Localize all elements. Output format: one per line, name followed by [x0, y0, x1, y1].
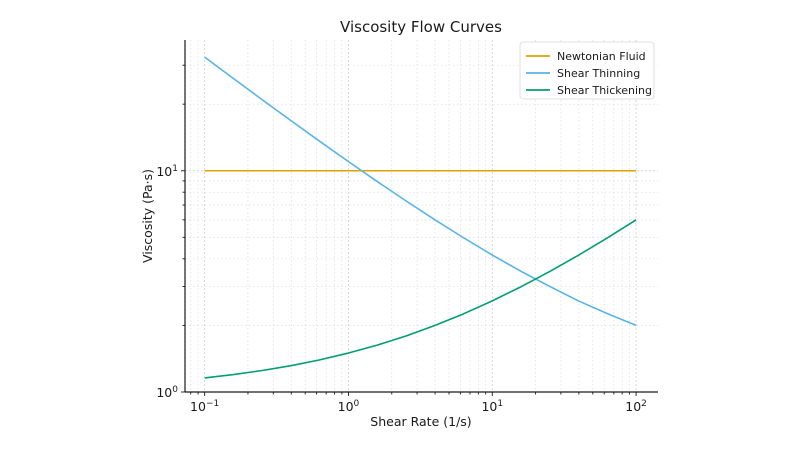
y-tick-label: 101 [156, 164, 178, 179]
chart-title: Viscosity Flow Curves [340, 18, 502, 36]
y-tick-label: 100 [156, 385, 178, 400]
legend: Newtonian Fluid Shear Thinning Shear Thick… [519, 41, 655, 100]
x-tick-label: 101 [481, 399, 503, 414]
ticks: 10−1 100 101 102 100 101 [156, 64, 647, 414]
legend-label: Shear Thinning [557, 67, 640, 80]
legend-label: Newtonian Fluid [557, 50, 646, 63]
x-axis-label: Shear Rate (1/s) [370, 414, 471, 429]
shear-thickening-line [204, 219, 637, 379]
legend-label: Shear Thickening [557, 84, 652, 97]
shear-thinning-line [204, 56, 637, 327]
x-tick-label: 100 [338, 399, 360, 414]
legend-box [519, 41, 655, 100]
series-lines [204, 56, 637, 379]
x-tick-label: 102 [625, 399, 647, 414]
x-tick-label: 10−1 [190, 399, 219, 414]
y-axis-label: Viscosity (Pa·s) [140, 169, 155, 263]
